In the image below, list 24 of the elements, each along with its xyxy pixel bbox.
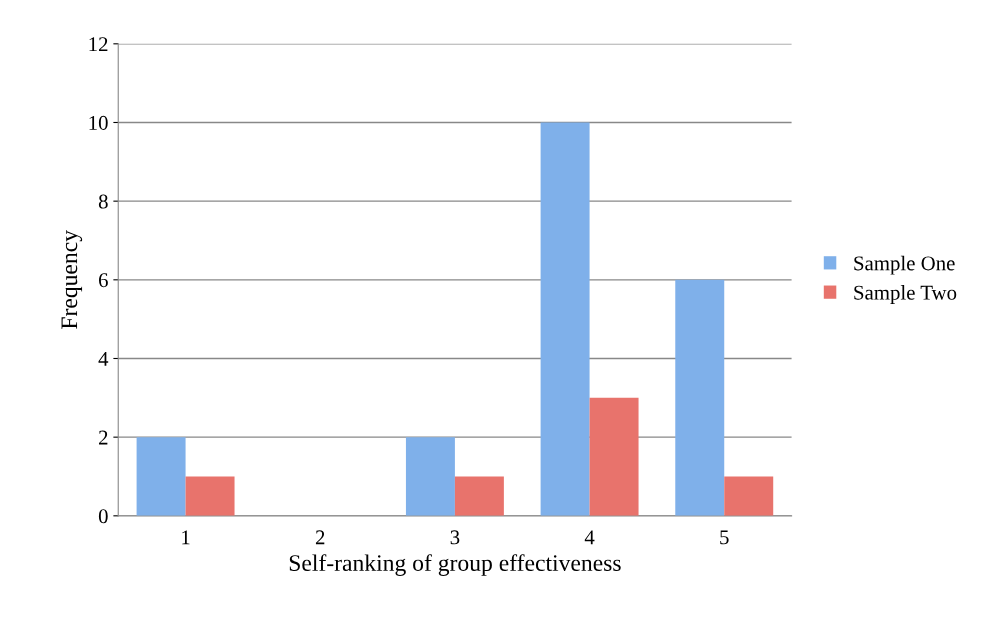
y-tick-label: 4 xyxy=(98,352,109,366)
legend-label: Sample One xyxy=(854,255,955,275)
legend-label: Sample Two xyxy=(854,285,957,304)
y-tick-label: 8 xyxy=(98,194,108,209)
x-tick-label: 2 xyxy=(315,530,325,545)
x-tick-label: 3 xyxy=(450,530,460,545)
y-tick-label: 0 xyxy=(98,509,108,524)
y-tick-label: 6 xyxy=(98,273,108,288)
y-tick-label: 12 xyxy=(89,37,108,52)
x-tick-label: 4 xyxy=(584,530,595,545)
bar xyxy=(405,437,455,516)
bar xyxy=(675,279,725,516)
x-tick-label: 5 xyxy=(720,530,729,545)
bar xyxy=(724,476,774,516)
bar xyxy=(454,476,504,516)
y-tick-label: 2 xyxy=(99,430,108,445)
y-tick-label: 10 xyxy=(89,115,108,130)
bar xyxy=(540,122,590,516)
x-tick-label: 1 xyxy=(182,530,190,545)
bar xyxy=(185,476,235,516)
y-axis-title: Frequency xyxy=(61,230,83,329)
bar xyxy=(589,397,639,516)
x-axis-title: Self-ranking of group effectiveness xyxy=(289,554,621,576)
bar xyxy=(136,437,186,516)
